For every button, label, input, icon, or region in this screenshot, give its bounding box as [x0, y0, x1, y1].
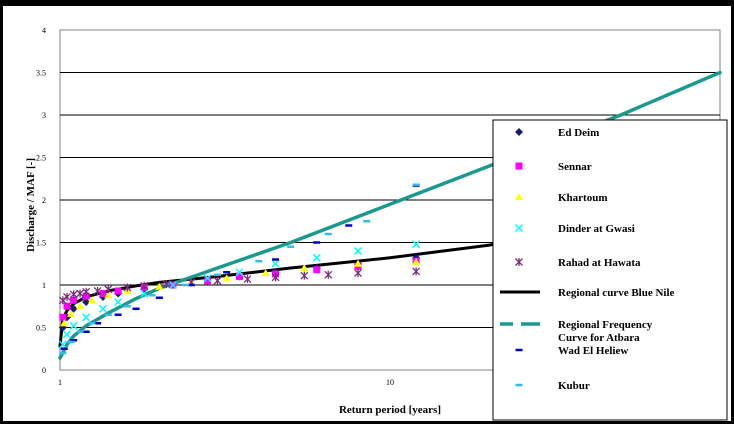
data-point — [63, 292, 71, 301]
legend-box — [492, 119, 728, 421]
data-point — [82, 287, 91, 296]
data-point — [69, 290, 78, 299]
data-point — [353, 246, 363, 256]
data-point — [300, 271, 309, 280]
y-tick-label: 0.5 — [36, 324, 46, 333]
data-point — [82, 292, 90, 300]
data-point — [104, 291, 113, 299]
y-tick-label: 3 — [42, 111, 46, 120]
legend-label: Curve for Atbara — [558, 332, 640, 344]
data-point — [93, 286, 102, 295]
y-tick-label: 1.5 — [36, 239, 46, 248]
data-point — [222, 274, 231, 282]
legend-label: Rahad at Hawata — [558, 257, 641, 269]
x-tick-label: 10 — [386, 378, 394, 387]
legend-swatch — [515, 258, 523, 266]
y-axis-label: Discharge / MAF [-] — [25, 158, 37, 252]
data-point — [82, 298, 91, 306]
data-point — [300, 264, 309, 271]
data-point — [354, 259, 363, 267]
legend-label: Khartoum — [558, 192, 608, 204]
legend-label: Sennar — [558, 161, 592, 173]
y-tick-label: 4 — [42, 26, 46, 35]
data-point — [155, 282, 164, 290]
y-tick-label: 3.5 — [36, 69, 46, 78]
data-point — [69, 304, 78, 313]
data-point — [312, 253, 321, 262]
data-point — [412, 267, 421, 276]
legend-swatch — [514, 223, 524, 233]
data-point — [235, 268, 244, 277]
data-point — [76, 289, 84, 298]
data-point — [140, 289, 149, 298]
data-point — [114, 287, 122, 295]
data-point — [412, 258, 421, 266]
data-point — [70, 296, 78, 304]
data-point — [313, 266, 321, 274]
series-marks — [58, 70, 722, 360]
data-point — [204, 277, 212, 285]
data-point — [69, 321, 78, 330]
y-tick-labels: 0 0.5 1 1.5 2 2.5 3 3.5 4 — [36, 26, 46, 375]
data-point — [104, 285, 113, 294]
data-point — [162, 280, 171, 289]
legend-swatch — [515, 193, 523, 200]
data-point — [261, 269, 270, 277]
data-point — [123, 283, 132, 292]
y-tick-label: 1 — [42, 281, 46, 290]
legend-label: Kubur — [558, 380, 590, 392]
legend-label: Ed Deim — [558, 127, 599, 139]
data-point — [271, 259, 280, 268]
data-point — [62, 330, 72, 339]
x-tick-labels: 1 10 — [58, 378, 394, 387]
data-point — [236, 273, 244, 280]
data-point — [213, 276, 222, 285]
data-point — [59, 313, 67, 321]
legend-swatch — [515, 162, 523, 170]
y-tick-label: 2 — [42, 196, 46, 205]
data-point — [412, 240, 421, 249]
data-point — [243, 275, 252, 284]
data-point — [67, 309, 76, 317]
data-point — [98, 304, 108, 313]
data-point — [203, 274, 212, 283]
data-point — [63, 302, 71, 310]
data-point — [271, 273, 280, 282]
data-point — [168, 280, 178, 290]
data-point — [82, 313, 91, 322]
data-point — [324, 270, 333, 279]
legend-swatch — [515, 128, 523, 136]
legend-label: Dinder at Gwasi — [558, 223, 635, 235]
data-point — [76, 302, 85, 310]
x-tick-label: 1 — [58, 378, 62, 387]
legend: Ed Deim Sennar Khartoum Dinder at Gwasi Raha… — [492, 119, 728, 421]
data-point — [354, 269, 362, 278]
data-point — [60, 319, 69, 327]
y-tick-label: 2.5 — [36, 154, 46, 163]
legend-label: Regional Frequency — [558, 319, 653, 331]
legend-label: Wad El Heliew — [558, 345, 628, 357]
x-axis-label: Return period [years] — [339, 404, 441, 416]
legend-label: Regional curve Blue Nile — [558, 287, 675, 299]
data-point — [140, 281, 149, 290]
data-point — [99, 290, 107, 297]
data-point — [114, 297, 123, 307]
data-point — [58, 340, 67, 349]
y-tick-label: 0 — [42, 366, 46, 375]
data-point — [87, 296, 96, 304]
